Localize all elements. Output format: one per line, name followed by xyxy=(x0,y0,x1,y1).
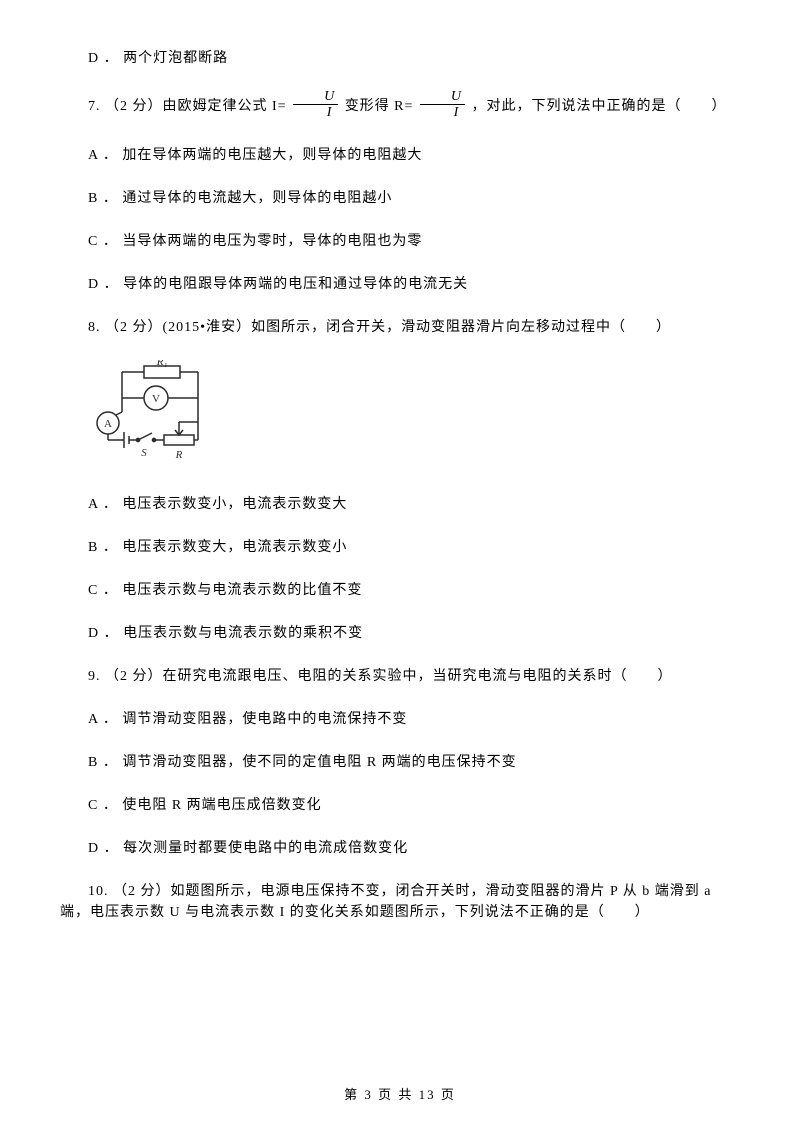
q9-option-d: D ． 每次测量时都要使电路中的电流成倍数变化 xyxy=(60,838,740,859)
q10-stem: 10. （2 分）如题图所示，电源电压保持不变，闭合开关时，滑动变阻器的滑片 P… xyxy=(60,881,740,923)
q8-option-d: D ． 电压表示数与电流表示数的乘积不变 xyxy=(60,623,740,644)
q7-option-d: D ． 导体的电阻跟导体两端的电压和通过导体的电流无关 xyxy=(60,274,740,295)
q7-frac2-den: I xyxy=(420,105,465,120)
label-s: S xyxy=(141,447,147,459)
label-a: A xyxy=(104,418,112,430)
q7-frac1-den: I xyxy=(293,105,338,120)
q8-option-b: B ． 电压表示数变大，电流表示数变小 xyxy=(60,537,740,558)
q9-option-a: A ． 调节滑动变阻器，使电路中的电流保持不变 xyxy=(60,709,740,730)
circuit-diagram: R₁ V A S R xyxy=(94,360,216,470)
q7-stem: 7. （2 分）由欧姆定律公式 I= UI 变形得 R= UI ，对此，下列说法… xyxy=(60,91,740,123)
q8-stem: 8. （2 分）(2015•淮安）如图所示，闭合开关，滑动变阻器滑片向左移动过程… xyxy=(60,317,740,338)
label-r1: R₁ xyxy=(156,360,168,368)
q7-frac1-num: U xyxy=(293,89,338,105)
q7-stem-b: 变形得 R= xyxy=(340,99,418,114)
q8-option-c: C ． 电压表示数与电流表示数的比值不变 xyxy=(60,580,740,601)
q7-option-a: A ． 加在导体两端的电压越大，则导体的电阻越大 xyxy=(60,145,740,166)
q9-stem: 9. （2 分）在研究电流跟电压、电阻的关系实验中，当研究电流与电阻的关系时（ … xyxy=(60,666,740,687)
q9-option-b: B ． 调节滑动变阻器，使不同的定值电阻 R 两端的电压保持不变 xyxy=(60,752,740,773)
label-v: V xyxy=(152,393,160,405)
q7-stem-c: ，对此，下列说法中正确的是（ ） xyxy=(467,99,727,114)
q7-frac-2: UI xyxy=(420,89,465,121)
q7-option-b: B ． 通过导体的电流越大，则导体的电阻越小 xyxy=(60,188,740,209)
label-r: R xyxy=(175,449,183,461)
q8-option-a: A ． 电压表示数变小，电流表示数变大 xyxy=(60,494,740,515)
q6-option-d: D ． 两个灯泡都断路 xyxy=(60,48,740,69)
q9-option-c: C ． 使电阻 R 两端电压成倍数变化 xyxy=(60,795,740,816)
q7-frac-1: UI xyxy=(293,89,338,121)
q7-stem-a: 7. （2 分）由欧姆定律公式 I= xyxy=(88,99,291,114)
q7-frac2-num: U xyxy=(420,89,465,105)
page-footer: 第 3 页 共 13 页 xyxy=(0,1085,800,1105)
q7-option-c: C ． 当导体两端的电压为零时，导体的电阻也为零 xyxy=(60,231,740,252)
